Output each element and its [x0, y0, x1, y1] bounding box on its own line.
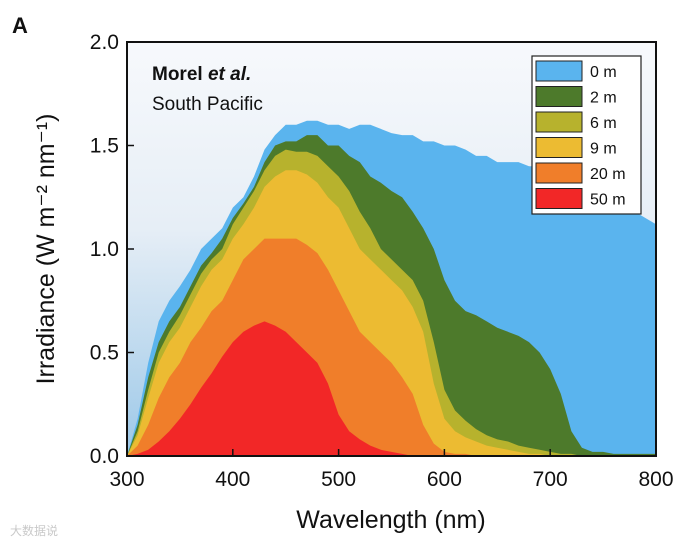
legend-label: 9 m [590, 141, 617, 158]
x-tick-label: 400 [215, 468, 250, 491]
watermark-credit: 大数据说 [10, 523, 58, 538]
legend-label: 6 m [590, 115, 617, 132]
x-tick-label: 700 [533, 468, 568, 491]
legend: 0 m 2 m 6 m 9 m 20 m 50 m [531, 55, 642, 215]
panel-label: A [12, 13, 28, 38]
legend-swatch [535, 86, 583, 107]
legend-swatch [535, 188, 583, 209]
x-tick-label: 600 [427, 468, 462, 491]
x-tick-label: 800 [638, 468, 673, 491]
legend-swatch [535, 162, 583, 184]
legend-box [531, 55, 642, 215]
y-axis-label: Irradiance (W m⁻² nm⁻¹) [32, 114, 60, 385]
legend-swatch [535, 137, 583, 158]
legend-swatch [535, 60, 583, 82]
y-tick-label: 1.5 [90, 135, 119, 158]
legend-label: 20 m [590, 166, 626, 183]
legend-label: 2 m [590, 90, 617, 107]
legend-label: 50 m [590, 192, 626, 209]
y-tick-label: 0.0 [90, 445, 119, 468]
legend-swatch [535, 111, 583, 133]
y-tick-label: 0.5 [90, 342, 119, 365]
y-tick-label: 1.0 [90, 238, 119, 261]
x-tick-label: 300 [109, 468, 144, 491]
x-axis-label: Wavelength (nm) [296, 506, 485, 534]
annotation-author: Morel et al. [152, 64, 251, 85]
x-axis: 300 400 500 600 700 800 [109, 449, 674, 491]
y-axis: 0.0 0.5 1.0 1.5 2.0 [90, 31, 134, 468]
y-tick-label: 2.0 [90, 31, 119, 54]
annotation-location: South Pacific [152, 94, 263, 115]
legend-label: 0 m [590, 64, 617, 81]
x-tick-label: 500 [321, 468, 356, 491]
area-series-group [127, 120, 656, 456]
area-series-50m [127, 321, 656, 456]
